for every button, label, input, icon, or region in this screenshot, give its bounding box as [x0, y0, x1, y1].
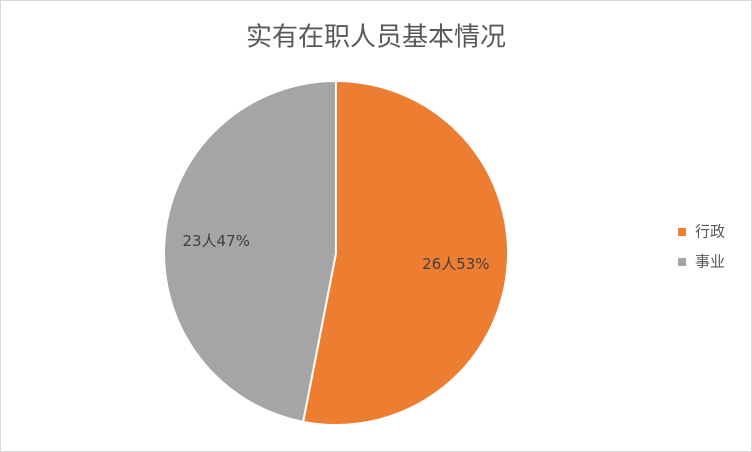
data-label: 23人47% [182, 232, 249, 250]
legend-label: 事业 [695, 253, 725, 271]
pie-slice [163, 79, 337, 424]
legend-swatch [678, 228, 686, 236]
legend-label: 行政 [695, 223, 725, 241]
chart-title: 实有在职人员基本情况 [246, 23, 506, 53]
pie-slice [301, 79, 510, 426]
data-label: 26人53% [422, 255, 489, 273]
legend-swatch [678, 258, 686, 266]
